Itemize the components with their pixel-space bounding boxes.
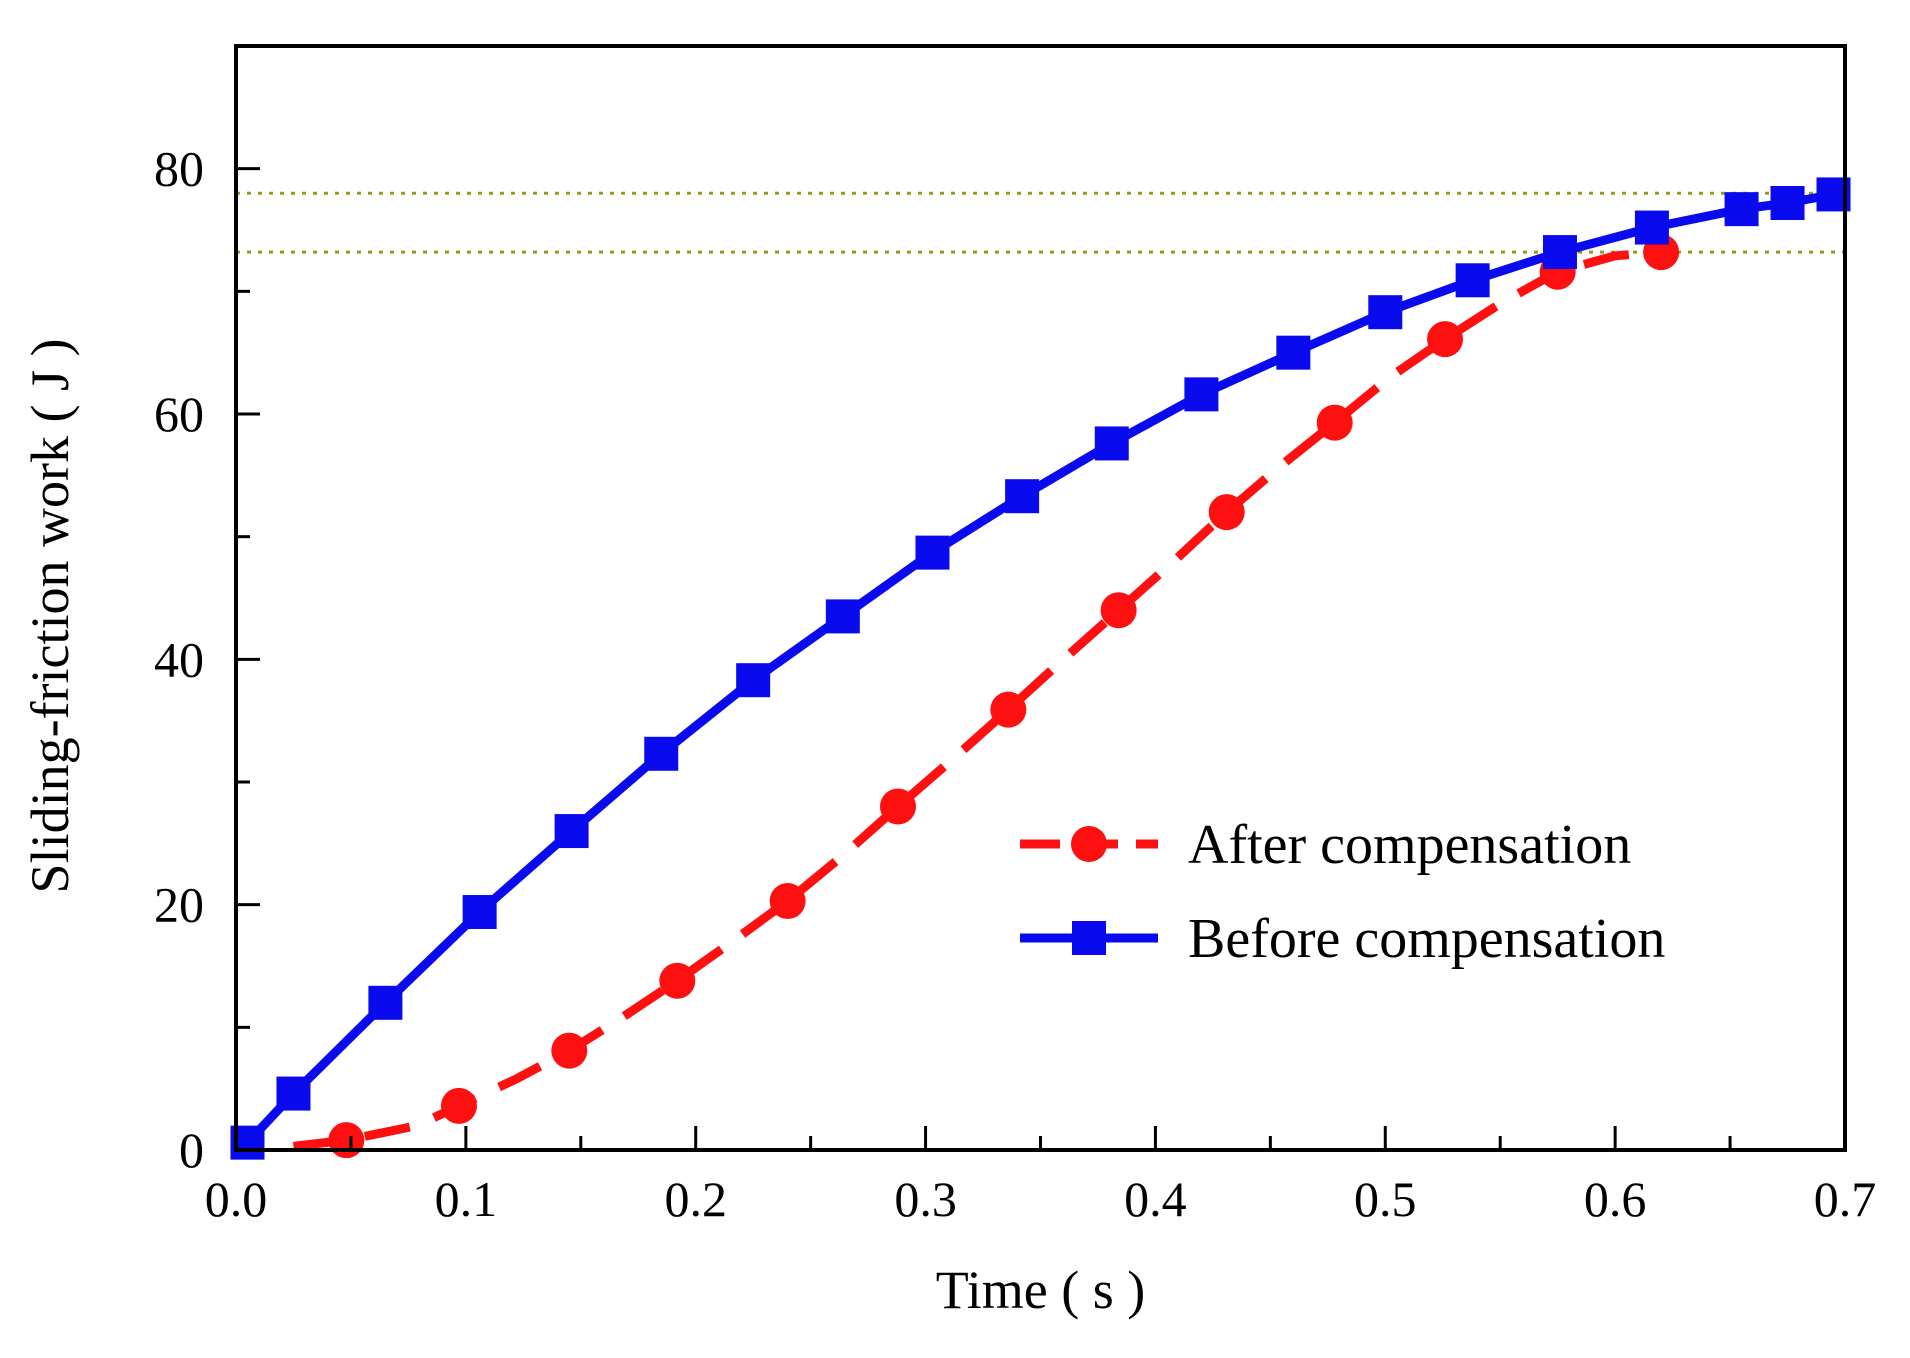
before-compensation-point <box>276 1076 311 1111</box>
before-compensation-point <box>915 535 950 570</box>
before-compensation-point <box>554 814 589 849</box>
legend-marker-after-compensation <box>1071 826 1107 862</box>
before-compensation-point <box>1094 426 1129 461</box>
before-compensation-point <box>1634 210 1669 245</box>
series-after-compensation-line <box>292 247 1662 1151</box>
before-compensation-point <box>1455 263 1490 298</box>
y-tick-label: 40 <box>154 631 204 687</box>
after-compensation-point <box>440 1087 477 1124</box>
after-compensation-point <box>879 788 916 825</box>
before-compensation-point <box>1368 295 1403 330</box>
after-compensation-point <box>659 962 696 999</box>
y-tick-label: 20 <box>154 877 204 933</box>
x-axis-title: Time ( s ) <box>936 1260 1146 1320</box>
x-tick-label: 0.5 <box>1354 1171 1417 1227</box>
legend-label-after-compensation: After compensation <box>1188 814 1631 876</box>
y-axis-title: Sliding-friction work ( J ) <box>20 339 80 894</box>
before-compensation-point <box>825 599 860 634</box>
plot-frame <box>234 44 1847 1152</box>
before-compensation-point <box>644 736 679 771</box>
before-compensation-point <box>1276 335 1311 370</box>
before-compensation-point <box>1724 192 1759 227</box>
after-compensation-point <box>551 1032 588 1069</box>
before-compensation-point <box>1005 479 1040 514</box>
after-compensation-point <box>1316 404 1353 441</box>
x-tick-label: 0.3 <box>894 1171 957 1227</box>
axis-ticks <box>234 167 1847 1152</box>
before-compensation-point <box>462 895 497 930</box>
x-tick-label: 0.1 <box>435 1171 498 1227</box>
after-compensation-point <box>1427 321 1464 358</box>
y-tick-label: 0 <box>179 1122 204 1178</box>
x-tick-label: 0.7 <box>1814 1171 1877 1227</box>
x-tick-label: 0.0 <box>205 1171 268 1227</box>
legend-marker-before-compensation <box>1072 921 1106 955</box>
x-tick-label: 0.2 <box>664 1171 727 1227</box>
legend-label-before-compensation: Before compensation <box>1188 908 1665 970</box>
before-compensation-point <box>1184 377 1219 412</box>
after-compensation-point <box>328 1122 365 1159</box>
y-tick-label: 60 <box>154 386 204 442</box>
after-compensation-point <box>1100 592 1137 629</box>
legend: After compensation Before compensation <box>1020 814 1665 970</box>
before-compensation-point <box>736 663 771 698</box>
x-tick-label: 0.6 <box>1584 1171 1647 1227</box>
before-compensation-point <box>1542 235 1577 270</box>
before-compensation-point <box>1770 186 1805 221</box>
series-before-compensation-line <box>244 189 1835 1146</box>
series-layer <box>230 177 1851 1160</box>
axis-tick-labels: 0.0 0.1 0.2 0.3 0.4 0.5 0.6 0.7 0 20 40 60 80 <box>154 141 1876 1227</box>
x-tick-label: 0.4 <box>1124 1171 1187 1227</box>
before-compensation-point <box>368 985 403 1020</box>
reference-lines <box>236 191 1845 254</box>
after-compensation-point <box>1208 494 1245 531</box>
after-compensation-point <box>769 882 806 919</box>
after-compensation-point <box>990 691 1027 728</box>
y-tick-label: 80 <box>154 141 204 197</box>
